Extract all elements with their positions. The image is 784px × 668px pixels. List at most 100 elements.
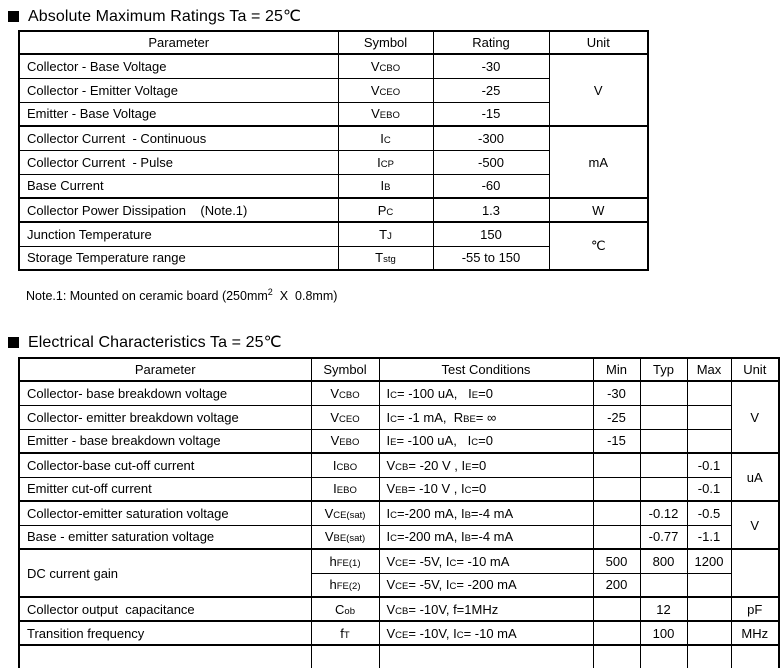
rating-cell: 150 <box>432 221 550 247</box>
min-cell <box>592 524 641 550</box>
symbol-cell: VCEO <box>310 404 380 430</box>
rating-cell: 1.3 <box>432 197 550 223</box>
unit-cell: V <box>548 53 649 127</box>
max-cell <box>686 620 732 646</box>
parameter-column-header: Parameter <box>18 357 312 382</box>
section-header-electrical-characteristics: Electrical Characteristics Ta = 25℃ <box>8 332 282 352</box>
test-conditions-cell: IC=-200 mA, IB=-4 mA <box>378 524 594 550</box>
symbol-cell: VCBO <box>337 53 434 79</box>
table-row-cropped <box>18 644 780 668</box>
max-cell <box>686 404 732 430</box>
test-conditions-cell: VCE= -5V, IC= -200 mA <box>378 572 594 598</box>
table-row: hFE(2) VCE= -5V, IC= -200 mA 200 <box>19 572 779 598</box>
unit-cell: uA <box>730 452 780 502</box>
parameter-cell: Emitter - Base Voltage <box>18 101 339 127</box>
typ-cell <box>639 572 688 598</box>
symbol-cell: IC <box>337 125 434 151</box>
symbol-column-header: Symbol <box>337 30 434 55</box>
typ-cell <box>639 644 688 668</box>
unit-cell: mA <box>548 125 649 199</box>
symbol-cell: VBE(sat) <box>310 524 380 550</box>
symbol-cell: ICBO <box>310 452 380 478</box>
test-conditions-cell: IE= -100 uA, IC=0 <box>378 428 594 454</box>
table-row: Collector Current - Continuous IC -300 mA <box>18 125 649 199</box>
max-cell <box>686 572 732 598</box>
rating-cell: -25 <box>432 77 550 103</box>
table-row: Collector-emitter saturation voltage VCE(… <box>18 500 780 550</box>
typ-cell <box>639 404 688 430</box>
symbol-cell: Cob <box>310 596 380 622</box>
max-cell <box>686 644 732 668</box>
test-conditions-cell: VCE= -10V, IC= -10 mA <box>378 620 594 646</box>
parameter-cell: DC current gain <box>18 548 312 598</box>
parameter-cell: Collector- base breakdown voltage <box>18 380 312 406</box>
unit-cell: MHz <box>730 620 780 646</box>
max-cell <box>686 380 732 406</box>
symbol-cell: PC <box>337 197 434 223</box>
parameter-cell: Emitter - base breakdown voltage <box>18 428 312 454</box>
section-header-absolute-maximum-ratings: Absolute Maximum Ratings Ta = 25℃ <box>8 6 301 26</box>
rating-cell: -15 <box>432 101 550 127</box>
note-text: Note.1: Mounted on ceramic board (250mm2… <box>26 287 338 303</box>
max-cell <box>686 596 732 622</box>
symbol-cell: fT <box>310 620 380 646</box>
parameter-cell: Collector- emitter breakdown voltage <box>18 404 312 430</box>
max-cell: -0.5 <box>686 500 732 526</box>
symbol-cell: VCBO <box>310 380 380 406</box>
unit-cell <box>730 644 780 668</box>
symbol-cell: hFE(1) <box>310 548 380 574</box>
min-cell: -25 <box>592 404 641 430</box>
parameter-cell: Collector - Emitter Voltage <box>18 77 339 103</box>
rating-column-header: Rating <box>432 30 550 55</box>
table-row: DC current gain hFE(1) VCE= -5V, IC= -10 m… <box>18 548 780 598</box>
table-row: Collector- emitter breakdown voltage VCEO… <box>18 404 779 430</box>
table-row: Storage Temperature range Tstg -55 to 150 <box>18 245 648 271</box>
min-cell: -15 <box>592 428 641 454</box>
table-row: Collector - Emitter Voltage VCEO -25 <box>18 77 648 103</box>
table-row: Collector Power Dissipation (Note.1) PC 1.… <box>18 197 649 223</box>
section-bullet-icon <box>8 336 19 348</box>
test-conditions-cell: IC= -100 uA, IE=0 <box>378 380 594 406</box>
symbol-cell: TJ <box>337 221 434 247</box>
table-row: Junction Temperature TJ 150 ℃ <box>18 221 649 271</box>
section-title: Electrical Characteristics Ta = 25℃ <box>28 334 282 351</box>
test-conditions-cell: VCB= -10V, f=1MHz <box>378 596 594 622</box>
parameter-cell: Collector Power Dissipation (Note.1) <box>18 197 339 223</box>
absolute-maximum-ratings-table: Parameter Symbol Rating Unit Collector - Bas… <box>18 30 649 271</box>
test-conditions-cell <box>378 644 594 668</box>
typ-cell <box>639 380 688 406</box>
symbol-cell: Tstg <box>337 245 434 271</box>
min-cell <box>592 620 641 646</box>
table-row: Base Current IB -60 <box>18 173 648 199</box>
min-cell: 500 <box>592 548 641 574</box>
typ-cell <box>639 476 688 502</box>
table-row: Collector - Base Voltage VCBO -30 V <box>18 53 649 127</box>
symbol-cell: hFE(2) <box>310 572 380 598</box>
typ-cell <box>639 452 688 478</box>
typ-column-header: Typ <box>639 357 688 382</box>
symbol-cell: ICP <box>337 149 434 175</box>
min-column-header: Min <box>592 357 641 382</box>
table-row: Transition frequency fT VCE= -10V, IC= -10… <box>18 620 780 646</box>
min-cell: -30 <box>592 380 641 406</box>
table-row: Collector Current - Pulse ICP -500 <box>18 149 648 175</box>
symbol-cell: IEBO <box>310 476 380 502</box>
parameter-cell: Emitter cut-off current <box>18 476 312 502</box>
rating-cell: -30 <box>432 53 550 79</box>
unit-cell: V <box>730 380 780 454</box>
max-cell: 1200 <box>686 548 732 574</box>
max-cell: -1.1 <box>686 524 732 550</box>
parameter-cell: Junction Temperature <box>18 221 339 247</box>
parameter-cell: Collector-emitter saturation voltage <box>18 500 312 526</box>
parameter-column-header: Parameter <box>18 30 339 55</box>
parameter-cell: Base Current <box>18 173 339 199</box>
min-cell <box>592 644 641 668</box>
rating-cell: -300 <box>432 125 550 151</box>
typ-cell: -0.12 <box>639 500 688 526</box>
max-cell: -0.1 <box>686 452 732 478</box>
unit-column-header: Unit <box>730 357 780 382</box>
test-conditions-cell: VCE= -5V, IC= -10 mA <box>378 548 594 574</box>
parameter-cell: Transition frequency <box>18 620 312 646</box>
symbol-cell: VCEO <box>337 77 434 103</box>
parameter-cell: Base - emitter saturation voltage <box>18 524 312 550</box>
